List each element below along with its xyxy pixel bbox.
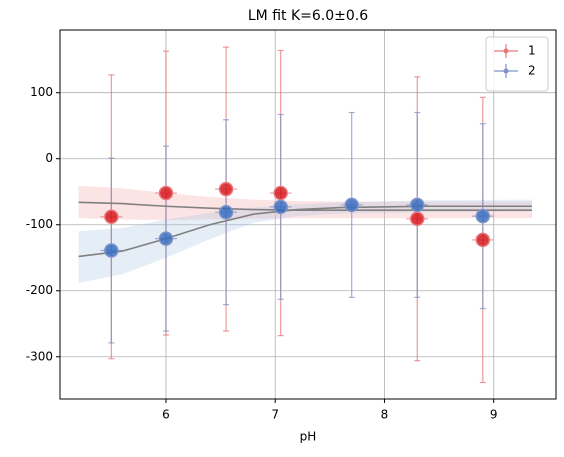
chart-title: LM fit K=6.0±0.6 <box>248 8 368 24</box>
y-tick-label: -300 <box>26 349 53 363</box>
point <box>273 185 288 201</box>
y-tick-label: -100 <box>26 217 53 231</box>
point <box>218 181 234 197</box>
x-tick-label: 9 <box>490 408 498 422</box>
point <box>104 209 119 225</box>
legend-label: 2 <box>528 64 536 78</box>
x-tick-label: 7 <box>271 408 279 422</box>
point <box>104 243 119 258</box>
legend-marker <box>503 68 509 74</box>
fit-line <box>78 201 532 212</box>
x-tick-label: 6 <box>162 408 170 422</box>
point <box>273 199 288 215</box>
fit-line <box>78 205 532 258</box>
y-tick-label: 100 <box>30 85 53 99</box>
y-tick-label: 0 <box>45 151 53 165</box>
point <box>410 197 425 213</box>
y-tick-label: -200 <box>26 283 53 297</box>
point <box>410 211 425 227</box>
point <box>158 231 174 246</box>
legend-box <box>485 36 549 92</box>
point <box>218 204 234 220</box>
x-tick-label: 8 <box>381 408 389 422</box>
plot-frame <box>59 29 557 400</box>
point <box>344 197 359 213</box>
point <box>475 232 491 248</box>
x-axis-label: pH <box>300 430 317 444</box>
fit-band <box>78 199 532 283</box>
point <box>475 208 491 224</box>
legend-marker <box>503 48 509 54</box>
point <box>158 185 174 201</box>
legend-label: 1 <box>528 44 536 58</box>
